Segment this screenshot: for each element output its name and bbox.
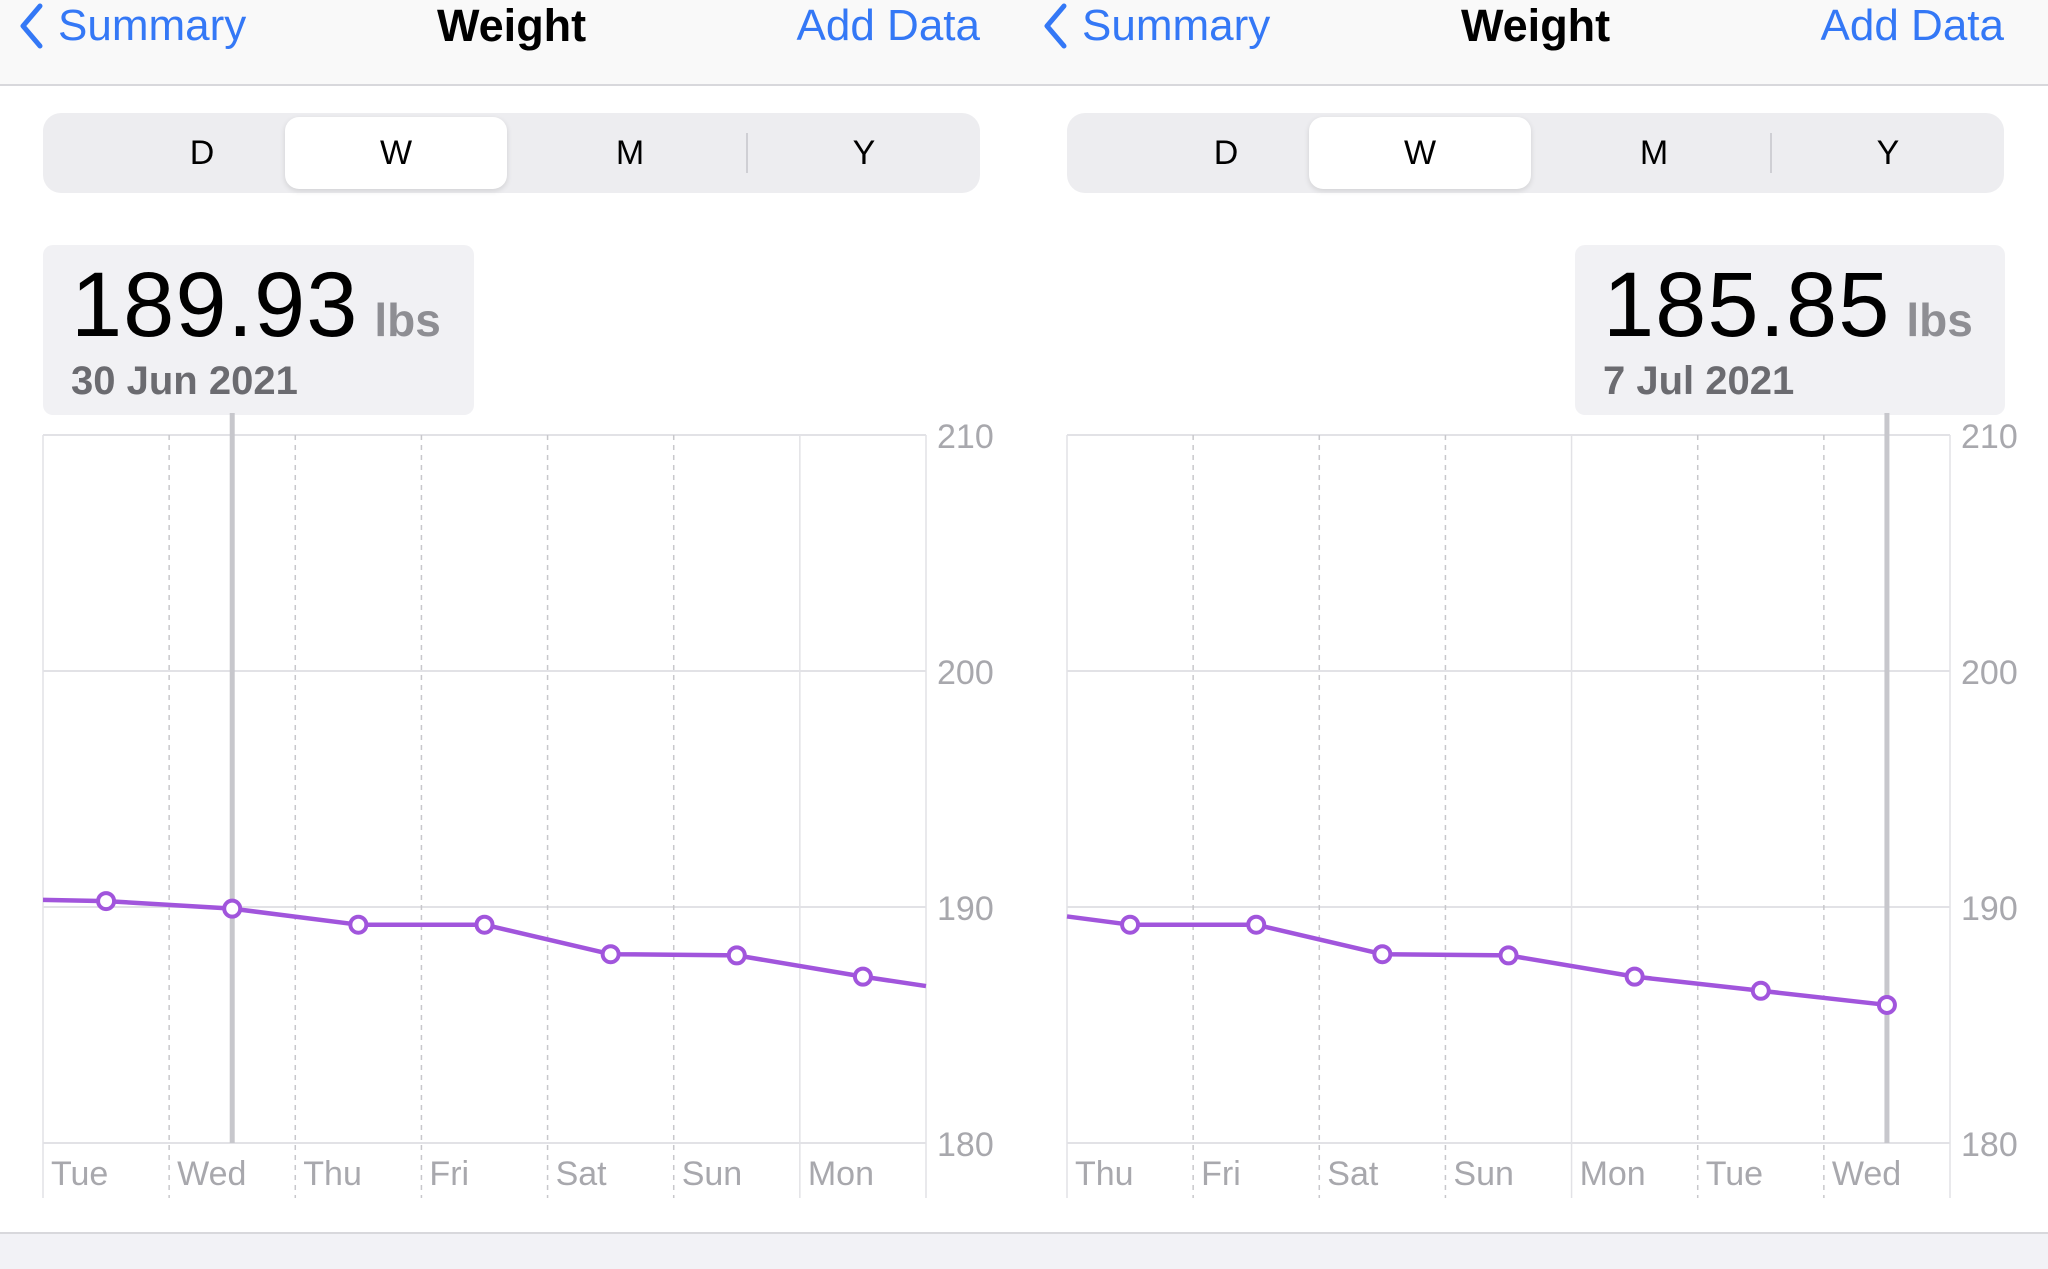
data-point — [348, 914, 369, 935]
x-tick-label: Fri — [429, 1155, 469, 1193]
data-point — [1498, 945, 1519, 966]
period-segmented-control: D W M Y — [1067, 113, 2004, 193]
add-data-button[interactable]: Add Data — [796, 1, 980, 50]
segment-month[interactable]: M — [615, 134, 645, 172]
segment-year[interactable]: Y — [1876, 134, 1900, 172]
segment-week[interactable]: W — [1309, 117, 1531, 189]
x-tick-label: Wed — [177, 1155, 246, 1193]
readout-date: 7 Jul 2021 — [1603, 359, 1795, 403]
weight-chart[interactable]: 210 200 190 180 Thu Fri Sat Sun Mon Tue Wed — [1024, 413, 2048, 1205]
y-tick-label: 210 — [1961, 418, 2018, 456]
chevron-left-icon — [1044, 3, 1067, 49]
page-title: Weight — [437, 0, 587, 51]
data-point — [1624, 966, 1645, 987]
data-point — [96, 891, 117, 912]
x-tick-label: Wed — [1832, 1155, 1901, 1193]
weight-unit: lbs — [1906, 294, 1973, 346]
x-tick-label: Sun — [682, 1155, 743, 1193]
weight-panel-left: Summary Weight Add Data D W M Y 189.93 l… — [0, 0, 1024, 1232]
weight-line-chart[interactable]: 210 200 190 180 Tue Wed Thu Fri Sat Sun Mon — [0, 413, 1024, 1205]
y-tick-label: 190 — [1961, 890, 2018, 928]
x-tick-label: Thu — [303, 1155, 362, 1193]
data-point — [474, 914, 495, 935]
segment-divider — [1770, 133, 1772, 173]
weight-value: 185.85 — [1603, 254, 1891, 356]
x-tick-label: Sat — [1327, 1155, 1379, 1193]
data-point — [600, 944, 621, 965]
x-tick-label: Fri — [1201, 1155, 1241, 1193]
y-tick-label: 210 — [937, 418, 994, 456]
back-label: Summary — [58, 1, 247, 50]
segment-divider — [746, 133, 748, 173]
x-tick-label: Mon — [808, 1155, 874, 1193]
weight-value: 189.93 — [71, 254, 359, 356]
data-point — [1750, 980, 1771, 1001]
chevron-left-icon — [20, 3, 43, 49]
series-line — [42, 897, 927, 989]
series-line — [1066, 914, 1888, 1008]
weight-chart[interactable]: 210 200 190 180 Tue Wed Thu Fri Sat Sun Mon — [0, 413, 1024, 1205]
segment-day[interactable]: D — [189, 134, 215, 172]
selected-value-readout: 185.85 lbs 7 Jul 2021 — [1575, 245, 2005, 415]
y-tick-label: 180 — [937, 1126, 994, 1164]
back-button[interactable]: Summary — [1042, 0, 1270, 52]
page-title: Weight — [1461, 0, 1611, 51]
data-point — [222, 898, 243, 919]
period-segmented-control: D W M Y — [43, 113, 980, 193]
x-tick-label: Tue — [51, 1155, 108, 1193]
x-tick-label: Mon — [1580, 1155, 1646, 1193]
data-point — [1246, 914, 1267, 935]
selected-value-readout: 189.93 lbs 30 Jun 2021 — [43, 245, 474, 415]
y-tick-label: 190 — [937, 890, 994, 928]
segment-month[interactable]: M — [1639, 134, 1669, 172]
add-data-button[interactable]: Add Data — [1820, 1, 2004, 50]
data-point — [1372, 944, 1393, 965]
y-tick-label: 200 — [937, 654, 994, 692]
weight-unit: lbs — [374, 294, 441, 346]
navigation-bar: Summary Weight Add Data — [0, 0, 1024, 86]
segment-week[interactable]: W — [285, 117, 507, 189]
back-label: Summary — [1082, 1, 1271, 50]
y-tick-label: 180 — [1961, 1126, 2018, 1164]
x-tick-label: Tue — [1706, 1155, 1763, 1193]
data-point — [726, 945, 747, 966]
readout-date: 30 Jun 2021 — [71, 359, 298, 403]
data-point — [1876, 994, 1897, 1015]
x-tick-label: Sun — [1453, 1155, 1514, 1193]
back-button[interactable]: Summary — [18, 0, 246, 52]
x-tick-label: Sat — [556, 1155, 608, 1193]
bottom-bar — [0, 1232, 2048, 1269]
weight-panel-right: Summary Weight Add Data D W M Y 185.85 l… — [1024, 0, 2048, 1232]
y-tick-label: 200 — [1961, 654, 2018, 692]
data-point — [1120, 914, 1141, 935]
data-point — [852, 966, 873, 987]
weight-line-chart[interactable]: 210 200 190 180 Thu Fri Sat Sun Mon Tue Wed — [1024, 413, 2048, 1205]
navigation-bar: Summary Weight Add Data — [1024, 0, 2048, 86]
segment-day[interactable]: D — [1213, 134, 1239, 172]
segment-year[interactable]: Y — [852, 134, 876, 172]
x-tick-label: Thu — [1075, 1155, 1134, 1193]
